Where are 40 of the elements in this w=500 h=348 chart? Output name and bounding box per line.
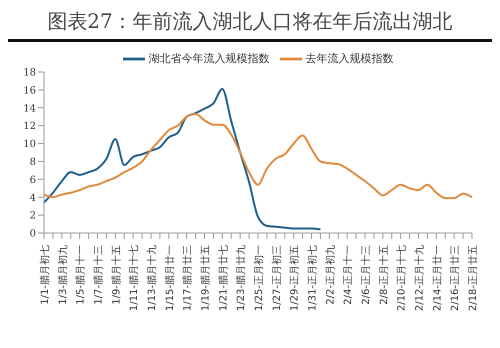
x-tick-label: 1/11-腊月十七 bbox=[128, 245, 140, 312]
x-tick-label: 2/14-正月廿一 bbox=[431, 245, 444, 312]
y-tick-label: 0 bbox=[30, 228, 36, 240]
x-tick-label: 2/4-正月十一 bbox=[342, 245, 354, 305]
x-tick-label: 1/5-腊月十一 bbox=[74, 245, 87, 305]
x-tick-label: 2/8-正月十五 bbox=[378, 245, 390, 305]
x-tick-label: 2/2-正月初九 bbox=[324, 245, 336, 305]
x-tick-label: 2/12-正月十九 bbox=[414, 245, 426, 312]
x-tick-label: 1/13-腊月十九 bbox=[146, 245, 158, 312]
y-tick-label: 6 bbox=[30, 174, 36, 186]
x-tick-label: 1/19-腊月廿五 bbox=[200, 245, 212, 312]
x-tick-label: 1/15-腊月廿一 bbox=[164, 245, 176, 312]
x-tick-label: 1/27-正月初三 bbox=[270, 245, 283, 312]
x-tick-label: 1/31-正月初七 bbox=[306, 245, 318, 312]
x-tick-label: 2/16-正月廿三 bbox=[449, 245, 462, 312]
x-tick-label: 1/7-腊月十三 bbox=[92, 245, 104, 305]
y-tick-label: 12 bbox=[23, 121, 36, 132]
x-tick-label: 1/9-腊月十五 bbox=[110, 245, 122, 305]
x-tick-label: 1/25-正月初一 bbox=[253, 245, 265, 312]
x-tick-label: 2/10-正月十七 bbox=[396, 245, 408, 312]
legend-label: 湖北省今年流入规模指数 bbox=[148, 52, 270, 66]
y-tick-label: 8 bbox=[30, 156, 36, 168]
legend-label: 去年流入规模指数 bbox=[306, 52, 394, 66]
y-tick-label: 18 bbox=[23, 68, 36, 79]
x-tick-label: 2/18-正月廿五 bbox=[467, 245, 479, 312]
y-tick-label: 2 bbox=[30, 210, 36, 222]
x-tick-label: 1/17-腊月廿三 bbox=[182, 245, 194, 312]
x-tick-label: 1/1-腊月初七 bbox=[39, 245, 51, 305]
line-series bbox=[44, 113, 472, 200]
line-series bbox=[44, 88, 322, 230]
x-tick-label: 1/29-正月初五 bbox=[288, 245, 301, 312]
x-tick-label: 2/6-正月十三 bbox=[360, 245, 372, 305]
y-tick-label: 4 bbox=[30, 192, 36, 204]
y-tick-label: 10 bbox=[23, 139, 36, 150]
x-tick-label: 1/21-腊月廿七 bbox=[217, 245, 230, 312]
chart-title: 图表27：年前流入湖北人口将在年后流出湖北 bbox=[8, 8, 492, 42]
y-tick-label: 14 bbox=[23, 103, 36, 114]
x-tick-label: 1/3-腊月初九 bbox=[56, 245, 69, 305]
y-tick-label: 16 bbox=[23, 85, 36, 96]
x-tick-label: 1/23-腊月廿九 bbox=[235, 245, 248, 312]
